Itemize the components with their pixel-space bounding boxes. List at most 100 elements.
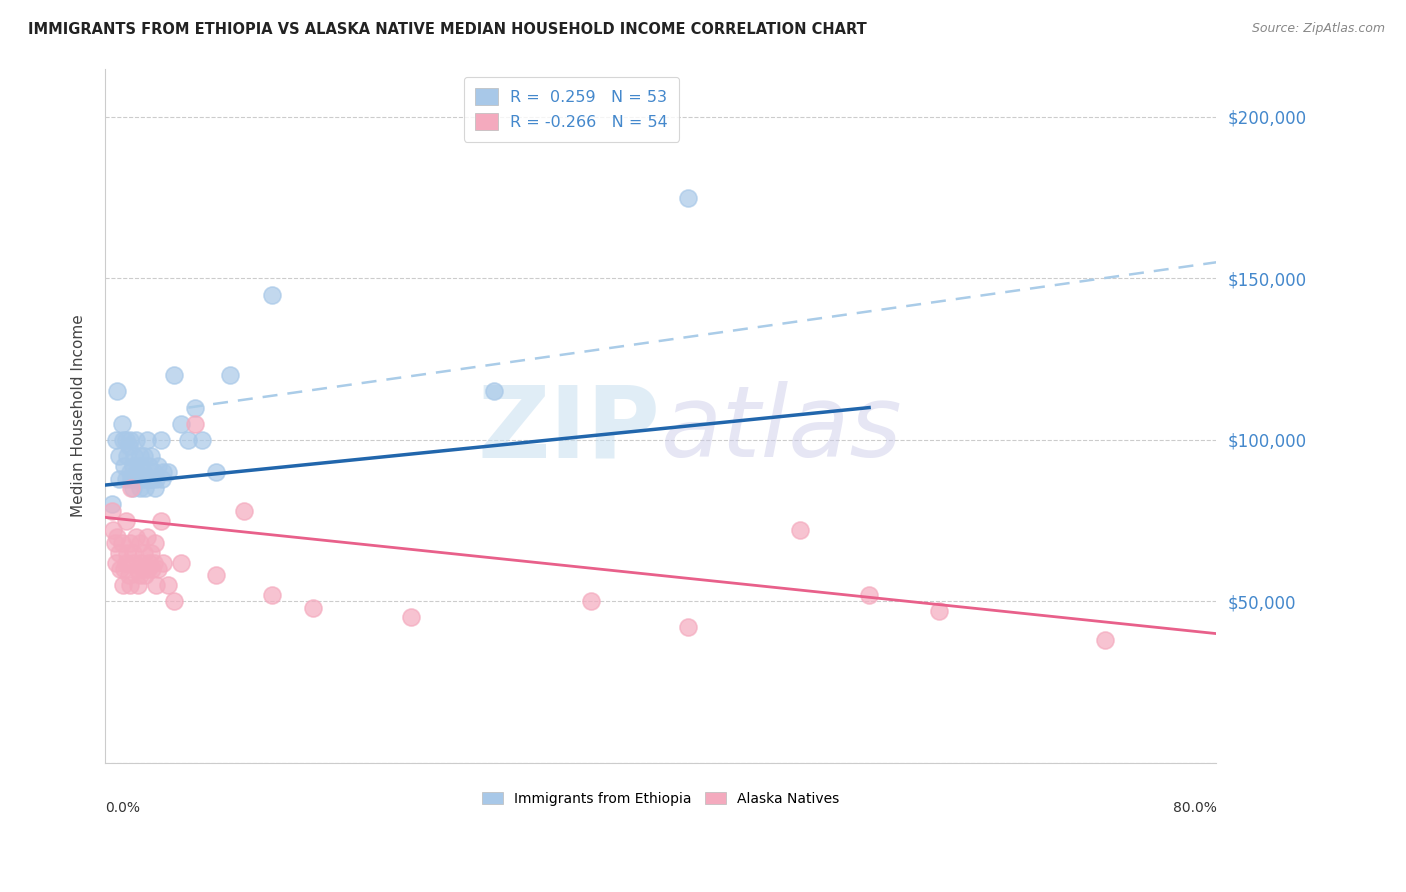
Point (170, 417, 193, 431)
Point (118, 536, 141, 550)
Point (184, 401, 207, 415)
Point (114, 514, 136, 528)
Point (128, 481, 150, 495)
Point (156, 465, 179, 479)
Point (142, 556, 165, 570)
Point (928, 604, 950, 618)
Point (118, 433, 141, 447)
Text: 0.0%: 0.0% (105, 801, 141, 815)
Point (111, 417, 134, 431)
Point (110, 562, 132, 576)
Point (121, 481, 143, 495)
Point (112, 578, 135, 592)
Point (134, 568, 156, 582)
Point (858, 588, 880, 602)
Point (101, 504, 124, 518)
Point (138, 556, 160, 570)
Point (107, 384, 129, 399)
Point (260, 287, 283, 301)
Point (1094, 633, 1116, 648)
Point (260, 588, 283, 602)
Legend: R =  0.259   N = 53, R = -0.266   N = 54: R = 0.259 N = 53, R = -0.266 N = 54 (464, 77, 679, 142)
Point (139, 472, 162, 486)
Point (115, 546, 138, 560)
Point (105, 556, 128, 570)
Point (145, 472, 167, 486)
Point (124, 530, 146, 544)
Point (170, 556, 193, 570)
Point (232, 504, 254, 518)
Point (125, 562, 148, 576)
Point (117, 568, 139, 582)
Point (150, 472, 173, 486)
Point (112, 433, 135, 447)
Point (139, 546, 162, 560)
Point (108, 472, 131, 486)
Point (135, 530, 157, 544)
Point (135, 433, 157, 447)
Point (163, 594, 186, 608)
Point (107, 530, 129, 544)
Point (131, 562, 153, 576)
Point (143, 481, 166, 495)
Point (163, 368, 186, 383)
Point (678, 191, 700, 205)
Point (124, 433, 146, 447)
Point (101, 498, 124, 512)
Point (191, 433, 214, 447)
Point (678, 620, 700, 634)
Point (115, 449, 138, 463)
Point (399, 610, 422, 624)
Point (114, 556, 136, 570)
Point (125, 465, 148, 479)
Point (121, 546, 143, 560)
Point (104, 536, 127, 550)
Point (145, 578, 167, 592)
Point (114, 562, 136, 576)
Point (127, 578, 149, 592)
Point (184, 417, 207, 431)
Point (581, 594, 603, 608)
Point (124, 472, 146, 486)
Point (117, 439, 139, 453)
Point (138, 458, 160, 473)
Point (111, 536, 134, 550)
Point (136, 472, 159, 486)
Text: IMMIGRANTS FROM ETHIOPIA VS ALASKA NATIVE MEDIAN HOUSEHOLD INCOME CORRELATION CH: IMMIGRANTS FROM ETHIOPIA VS ALASKA NATIV… (28, 22, 868, 37)
Point (108, 546, 131, 560)
Point (152, 556, 174, 570)
Point (108, 449, 131, 463)
Point (149, 514, 172, 528)
Point (127, 472, 149, 486)
Point (142, 465, 165, 479)
Point (482, 384, 505, 399)
Point (114, 472, 136, 486)
Point (122, 556, 145, 570)
Point (146, 562, 169, 576)
Point (205, 465, 228, 479)
Point (114, 433, 136, 447)
Point (120, 472, 142, 486)
Point (149, 433, 172, 447)
Point (122, 449, 145, 463)
Point (103, 523, 125, 537)
Point (789, 523, 811, 537)
Point (136, 562, 159, 576)
Point (156, 578, 179, 592)
Point (139, 449, 162, 463)
Point (114, 458, 136, 473)
Text: atlas: atlas (661, 381, 903, 478)
Text: Source: ZipAtlas.com: Source: ZipAtlas.com (1251, 22, 1385, 36)
Point (177, 433, 200, 447)
Point (118, 578, 141, 592)
Point (132, 546, 155, 560)
Point (146, 458, 169, 473)
Point (118, 465, 141, 479)
Point (105, 433, 128, 447)
Point (131, 465, 153, 479)
Point (134, 481, 156, 495)
Point (302, 600, 325, 615)
Point (128, 568, 150, 582)
Point (129, 556, 152, 570)
Point (152, 465, 174, 479)
